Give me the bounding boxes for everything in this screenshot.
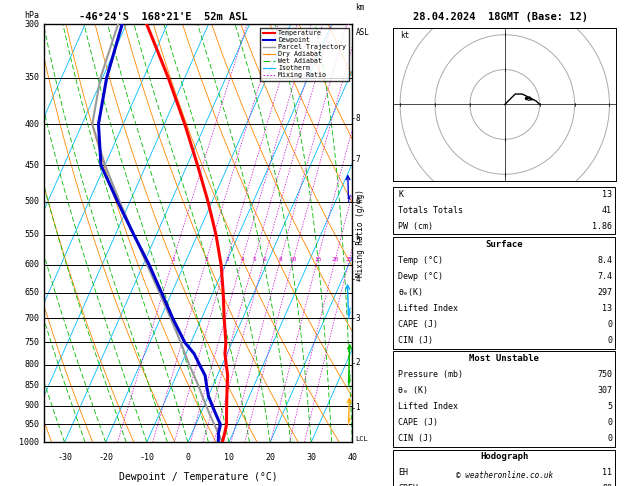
Text: 750: 750 [25, 338, 40, 347]
Text: km: km [355, 3, 365, 12]
Text: 450: 450 [25, 160, 40, 170]
Text: 5: 5 [252, 257, 256, 261]
Text: 300: 300 [25, 20, 40, 29]
Text: © weatheronline.co.uk: © weatheronline.co.uk [455, 471, 553, 480]
Text: 11: 11 [602, 468, 612, 477]
Text: 7.4: 7.4 [597, 272, 612, 281]
Text: 0: 0 [607, 336, 612, 345]
Text: 950: 950 [25, 420, 40, 429]
Text: CIN (J): CIN (J) [398, 434, 433, 443]
Text: 5: 5 [607, 402, 612, 411]
Text: EH: EH [398, 468, 408, 477]
Text: hPa: hPa [25, 11, 40, 20]
Text: 8: 8 [279, 257, 282, 261]
Text: 297: 297 [597, 288, 612, 297]
Text: 600: 600 [25, 260, 40, 269]
Text: CAPE (J): CAPE (J) [398, 418, 438, 427]
Text: Hodograph: Hodograph [480, 452, 528, 461]
Text: LCL: LCL [355, 436, 368, 442]
Text: Most Unstable: Most Unstable [469, 354, 539, 363]
Text: 307: 307 [597, 386, 612, 395]
Text: ASL: ASL [355, 29, 369, 37]
Text: kt: kt [400, 31, 409, 40]
Text: 13: 13 [602, 304, 612, 313]
Text: 15: 15 [314, 257, 321, 261]
Text: 13: 13 [602, 190, 612, 199]
Text: 41: 41 [602, 206, 612, 215]
Text: 0: 0 [186, 453, 191, 462]
Text: 80: 80 [602, 484, 612, 486]
Text: 20: 20 [265, 453, 275, 462]
Text: 800: 800 [25, 360, 40, 369]
Text: Lifted Index: Lifted Index [398, 402, 458, 411]
Text: 1: 1 [355, 403, 360, 412]
Text: -20: -20 [98, 453, 113, 462]
Text: 750: 750 [597, 370, 612, 379]
Text: 2: 2 [204, 257, 208, 261]
Text: -10: -10 [139, 453, 154, 462]
Text: θₑ (K): θₑ (K) [398, 386, 428, 395]
Text: 0: 0 [607, 418, 612, 427]
Text: 0: 0 [607, 434, 612, 443]
Text: Dewpoint / Temperature (°C): Dewpoint / Temperature (°C) [119, 471, 277, 482]
Text: Dewp (°C): Dewp (°C) [398, 272, 443, 281]
Text: 900: 900 [25, 401, 40, 410]
Text: 500: 500 [25, 197, 40, 206]
Text: CIN (J): CIN (J) [398, 336, 433, 345]
Text: θₑ(K): θₑ(K) [398, 288, 423, 297]
Text: 30: 30 [306, 453, 316, 462]
Text: 10: 10 [290, 257, 298, 261]
Text: 6: 6 [262, 257, 266, 261]
Text: 5: 5 [355, 237, 360, 245]
Text: 3: 3 [355, 314, 360, 323]
Text: 2: 2 [355, 358, 360, 367]
Text: 850: 850 [25, 382, 40, 390]
Text: 10: 10 [224, 453, 234, 462]
Text: 8.4: 8.4 [597, 256, 612, 265]
Text: Totals Totals: Totals Totals [398, 206, 463, 215]
Text: 8: 8 [355, 114, 360, 122]
Text: 550: 550 [25, 230, 40, 239]
Text: 650: 650 [25, 288, 40, 297]
Text: Temp (°C): Temp (°C) [398, 256, 443, 265]
Text: 4: 4 [355, 275, 360, 284]
Text: 700: 700 [25, 314, 40, 323]
Text: 1000: 1000 [19, 438, 40, 447]
Text: K: K [398, 190, 403, 199]
Text: 28.04.2024  18GMT (Base: 12): 28.04.2024 18GMT (Base: 12) [413, 12, 587, 22]
Text: CAPE (J): CAPE (J) [398, 320, 438, 329]
Text: 3: 3 [225, 257, 229, 261]
Text: 1.86: 1.86 [592, 222, 612, 231]
Text: 350: 350 [25, 73, 40, 82]
Text: 0: 0 [607, 320, 612, 329]
Text: 1: 1 [172, 257, 175, 261]
Text: Pressure (mb): Pressure (mb) [398, 370, 463, 379]
Legend: Temperature, Dewpoint, Parcel Trajectory, Dry Adiabat, Wet Adiabat, Isotherm, Mi: Temperature, Dewpoint, Parcel Trajectory… [260, 28, 349, 81]
Text: 7: 7 [355, 155, 360, 164]
Text: 25: 25 [346, 257, 353, 261]
Text: 20: 20 [331, 257, 339, 261]
Text: SREH: SREH [398, 484, 418, 486]
Text: -46°24'S  168°21'E  52m ASL: -46°24'S 168°21'E 52m ASL [79, 12, 248, 22]
Text: Lifted Index: Lifted Index [398, 304, 458, 313]
Text: Mixing Ratio (g/kg): Mixing Ratio (g/kg) [355, 190, 365, 277]
Text: PW (cm): PW (cm) [398, 222, 433, 231]
Text: 40: 40 [347, 453, 357, 462]
Text: 400: 400 [25, 120, 40, 129]
Text: Surface: Surface [486, 240, 523, 249]
Text: -30: -30 [57, 453, 72, 462]
Text: 6: 6 [355, 197, 360, 206]
Text: 4: 4 [240, 257, 244, 261]
